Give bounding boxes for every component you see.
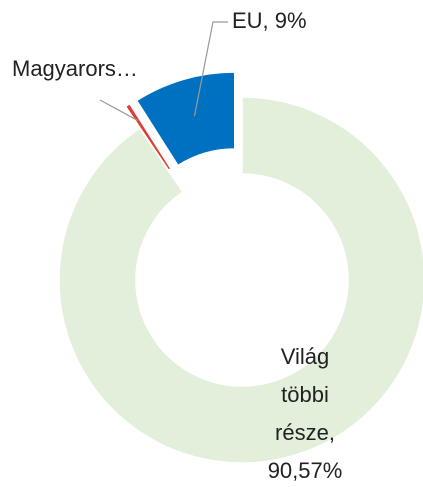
leader-line bbox=[99, 99, 139, 122]
data-label: Világ többi része, 90,57% bbox=[267, 344, 343, 483]
data-label: Magyarors… bbox=[12, 56, 138, 81]
donut-slice bbox=[135, 71, 236, 167]
data-label: EU, 9% bbox=[232, 8, 307, 33]
donut-slice bbox=[58, 96, 423, 464]
leader-line bbox=[193, 21, 228, 117]
